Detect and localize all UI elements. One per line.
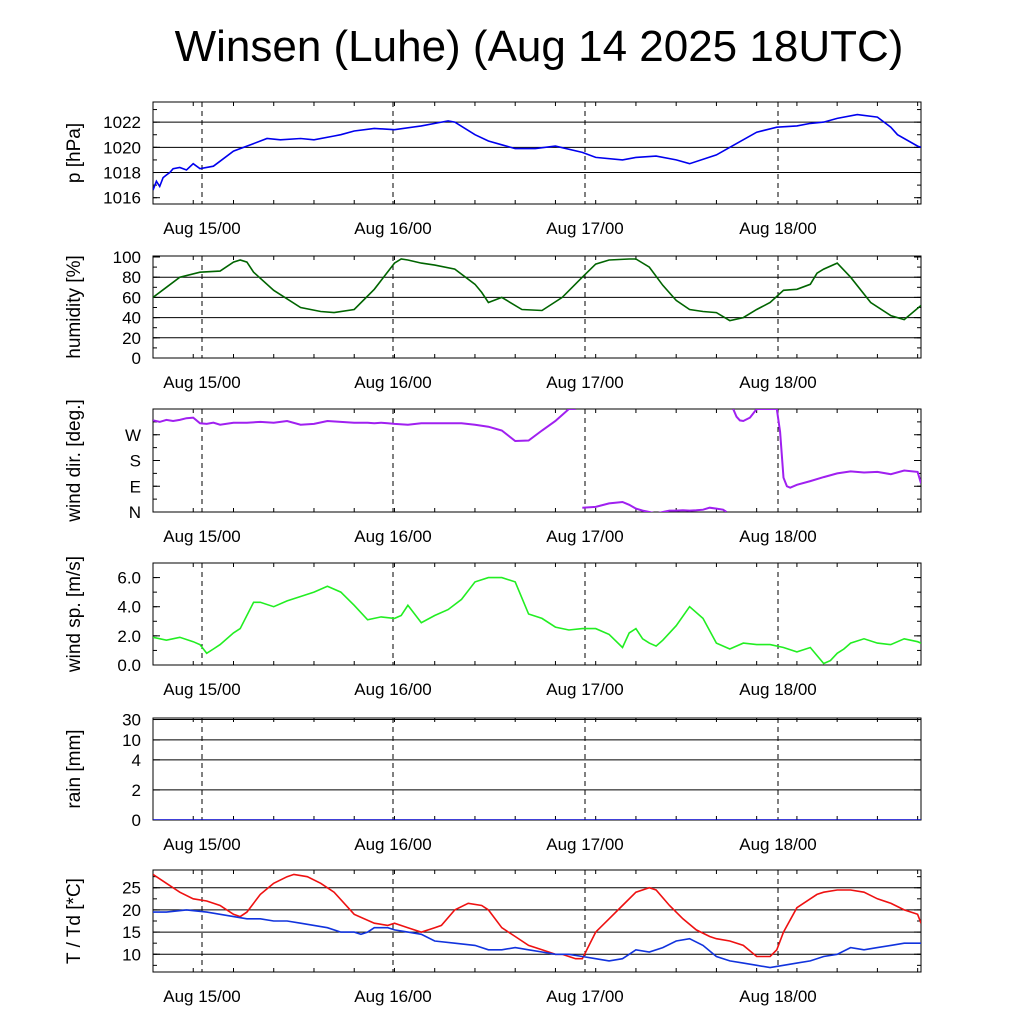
x-tick-label: Aug 15/00	[163, 987, 241, 1006]
y-tick-label: E	[130, 477, 141, 496]
wind-direction-segment	[582, 500, 728, 512]
y-tick-label: 1016	[103, 189, 141, 208]
x-tick-label: Aug 15/00	[163, 219, 241, 238]
panel-6: 10 15 20 25 T / Td [*C] Aug 15/00 Aug 16/00 Aug…	[64, 869, 922, 1006]
x-tick-label: Aug 17/00	[546, 835, 624, 854]
plot-frame	[152, 717, 922, 821]
y-axis-title: p [hPa]	[64, 123, 85, 183]
x-tick-label: Aug 15/00	[163, 373, 241, 392]
y-tick-label: 100	[113, 248, 141, 267]
x-tick-label: Aug 16/00	[354, 680, 432, 699]
y-tick-label: N	[129, 503, 141, 522]
x-tick-label: Aug 17/00	[546, 219, 624, 238]
y-axis-title: T / Td [*C]	[64, 878, 85, 964]
y-axis-title: wind dir. [deg.]	[64, 399, 85, 523]
x-tick-label: Aug 15/00	[163, 527, 241, 546]
x-tick-label: Aug 16/00	[354, 987, 432, 1006]
y-tick-label: 20	[122, 329, 141, 348]
x-tick-label: Aug 16/00	[354, 835, 432, 854]
y-tick-label: 80	[122, 268, 141, 287]
y-tick-label: 60	[122, 288, 141, 307]
y-tick-label: 4.0	[117, 598, 141, 617]
y-axis-title: rain [mm]	[64, 729, 85, 808]
x-tick-label: Aug 17/00	[546, 373, 624, 392]
x-tick-label: Aug 16/00	[354, 527, 432, 546]
x-tick-label: Aug 15/00	[163, 680, 241, 699]
x-tick-label: Aug 17/00	[546, 680, 624, 699]
x-tick-label: Aug 18/00	[739, 373, 817, 392]
panel-1: 1016 1018 1020 1022 p [hPa] Aug 15/00 Aug 16/0…	[64, 101, 922, 238]
chart-title: Winsen (Luhe) (Aug 14 2025 18UTC)	[174, 22, 904, 71]
plot-frame	[152, 255, 922, 359]
y-tick-label: 0	[132, 349, 141, 368]
x-tick-label: Aug 18/00	[739, 987, 817, 1006]
plot-frame	[152, 101, 922, 205]
x-tick-label: Aug 18/00	[739, 527, 817, 546]
y-tick-label: 10	[122, 731, 141, 750]
humidity-line	[153, 258, 921, 322]
y-tick-label: 15	[122, 923, 141, 942]
wind_speed-line	[153, 576, 921, 665]
y-tick-label: 30	[122, 711, 141, 730]
y-tick-label: 0.0	[117, 656, 141, 675]
wind-direction-segment	[153, 409, 576, 443]
y-tick-label: 20	[122, 901, 141, 920]
x-tick-label: Aug 15/00	[163, 835, 241, 854]
temperature-line	[153, 873, 921, 960]
wind-direction-segment	[732, 409, 921, 489]
x-tick-label: Aug 18/00	[739, 680, 817, 699]
y-tick-label: 10	[122, 945, 141, 964]
x-tick-label: Aug 18/00	[739, 219, 817, 238]
y-tick-label: W	[125, 426, 141, 445]
y-tick-label: 1018	[103, 164, 141, 183]
y-tick-label: 1020	[103, 138, 141, 157]
plot-frame	[152, 562, 922, 666]
y-tick-label: 2	[132, 781, 141, 800]
y-tick-label: 25	[122, 879, 141, 898]
panel-4: 0.0 2.0 4.0 6.0 wind sp. [m/s] Aug 15/00 Aug 1…	[64, 556, 922, 699]
y-tick-label: 0	[132, 811, 141, 830]
y-tick-label: 6.0	[117, 569, 141, 588]
x-tick-label: Aug 17/00	[546, 527, 624, 546]
x-tick-label: Aug 16/00	[354, 373, 432, 392]
dewpoint-line	[153, 909, 921, 969]
y-tick-label: 40	[122, 309, 141, 328]
x-tick-label: Aug 16/00	[354, 219, 432, 238]
y-tick-label: S	[130, 452, 141, 471]
plot-frame	[152, 869, 922, 973]
y-tick-label: 2.0	[117, 627, 141, 646]
pressure-line	[153, 113, 921, 191]
y-axis-title: wind sp. [m/s]	[64, 556, 85, 673]
y-axis-title: humidity [%]	[64, 255, 85, 358]
wind-direction-series	[153, 409, 921, 512]
plot-frame	[152, 408, 922, 513]
y-tick-label: 1022	[103, 113, 141, 132]
x-tick-label: Aug 17/00	[546, 987, 624, 1006]
x-tick-label: Aug 18/00	[739, 835, 817, 854]
y-tick-label: 4	[132, 751, 141, 770]
